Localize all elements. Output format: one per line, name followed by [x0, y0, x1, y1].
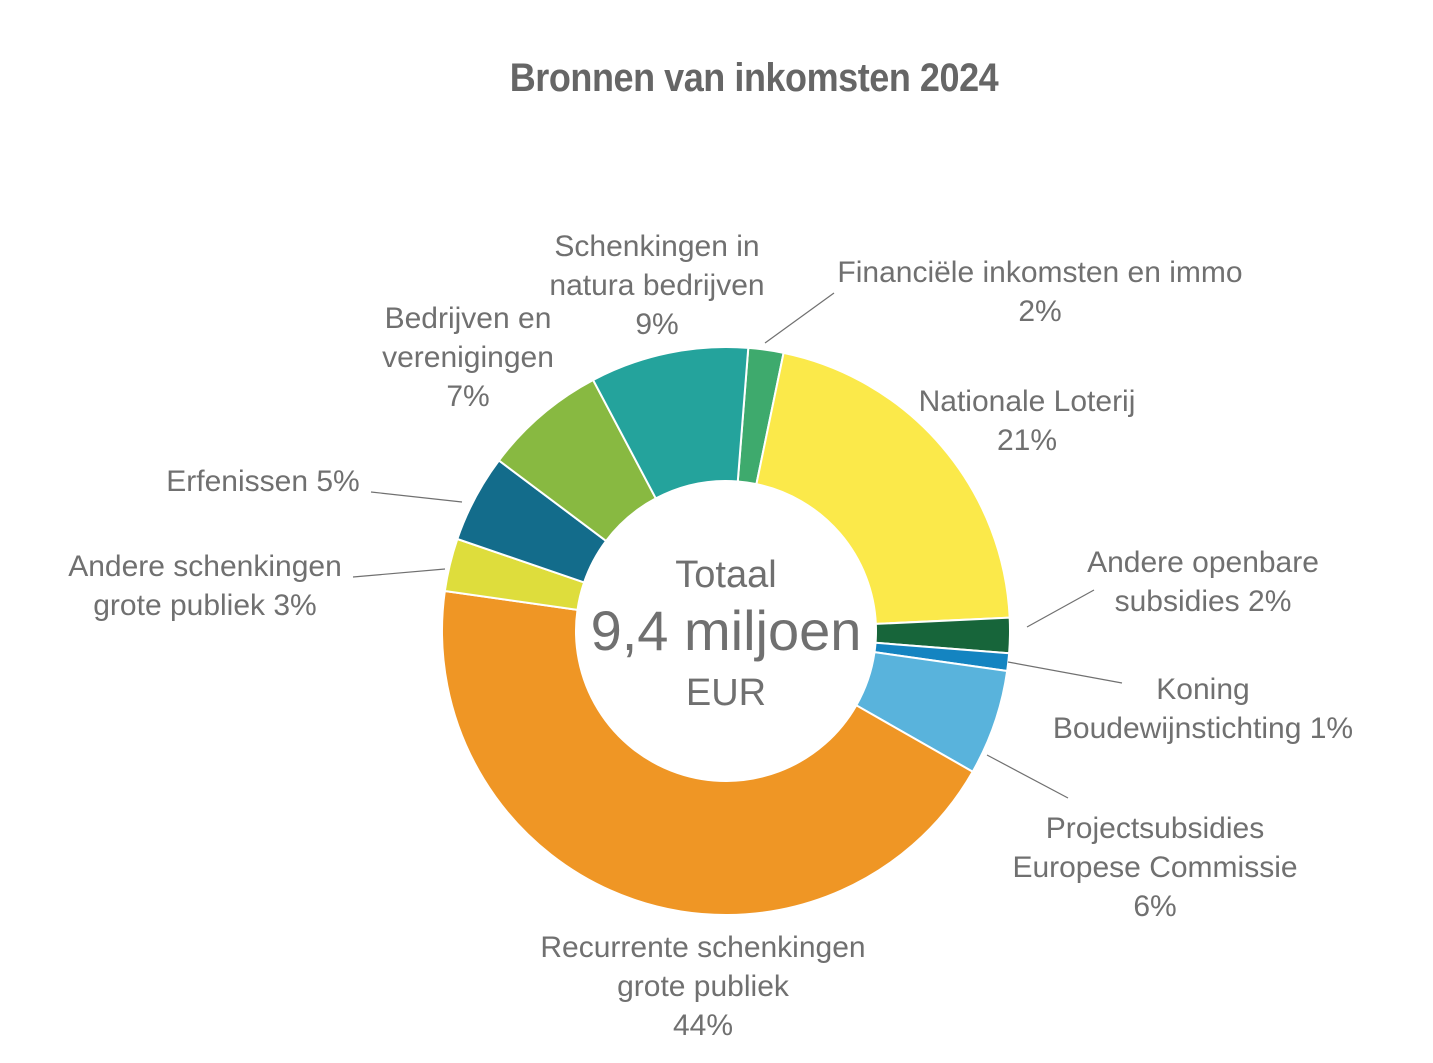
- slice-label-line: grote publiek 3%: [93, 589, 316, 622]
- slice-recurrent: [441, 589, 975, 916]
- slice-label-openbare: Andere openbare subsidies 2%: [1087, 546, 1319, 618]
- leader-line-koning: [1007, 661, 1123, 684]
- slice-label-loterij: Nationale Loterij 21%: [919, 385, 1136, 457]
- donut-slices: [441, 346, 1011, 916]
- slice-label-line: Schenkingen in: [554, 230, 759, 263]
- center-label-line1: Totaal: [675, 554, 776, 596]
- leader-line-project: [986, 754, 1069, 799]
- slice-label-fin: Financiële inkomsten en immo 2%: [837, 256, 1242, 328]
- slice-label-bedrijven: Bedrijven en verenigingen 7%: [382, 302, 554, 413]
- slice-labels: Financiële inkomsten en immo 2% Nationale …: [68, 230, 1353, 1042]
- slice-label-line: Boudewijnstichting 1%: [1053, 712, 1353, 745]
- slice-label-line: verenigingen: [382, 341, 554, 374]
- slice-label-line: subsidies 2%: [1115, 585, 1292, 618]
- center-label-line2: 9,4 miljoen: [591, 599, 862, 662]
- center-label-line3: EUR: [686, 672, 766, 714]
- slice-natura: [591, 346, 750, 500]
- slice-label-koning: Koning Boudewijnstichting 1%: [1053, 673, 1353, 745]
- slice-label-natura: Schenkingen in natura bedrijven 9%: [549, 230, 764, 341]
- slice-label-line: Koning: [1156, 673, 1249, 706]
- leader-line-openbare: [1026, 589, 1095, 628]
- slice-label-line: Projectsubsidies: [1046, 812, 1264, 845]
- slice-label-line: Bedrijven en: [385, 302, 552, 335]
- slice-label-project: Projectsubsidies Europese Commissie 6%: [1012, 812, 1297, 923]
- slice-label-erfenissen: Erfenissen 5%: [166, 465, 359, 498]
- leader-lines: [352, 292, 1123, 799]
- slice-label-recurrent: Recurrente schenkingen grote publiek 44%: [540, 931, 865, 1042]
- slice-label-line: 2%: [1018, 295, 1061, 328]
- slice-label-line: Andere openbare: [1087, 546, 1319, 579]
- center-label: Totaal 9,4 miljoen EUR: [591, 554, 862, 714]
- slice-label-line: Recurrente schenkingen: [540, 931, 865, 964]
- slice-label-line: Erfenissen 5%: [166, 465, 359, 498]
- slice-label-line: 44%: [673, 1009, 733, 1042]
- leader-line-andere: [352, 568, 446, 578]
- leader-line-erfenissen: [370, 491, 463, 503]
- slice-label-line: Andere schenkingen: [68, 550, 342, 583]
- slice-loterij: [755, 351, 1011, 625]
- chart-title: Bronnen van inkomsten 2024: [509, 56, 999, 100]
- slice-label-andere: Andere schenkingen grote publiek 3%: [68, 550, 342, 622]
- slice-label-line: Europese Commissie: [1012, 851, 1297, 884]
- slice-label-line: 7%: [446, 380, 489, 413]
- slice-label-line: 6%: [1133, 890, 1176, 923]
- leader-line-fin: [764, 292, 835, 344]
- slice-label-line: grote publiek: [617, 970, 790, 1003]
- slice-label-line: natura bedrijven: [549, 269, 764, 302]
- slice-label-line: 21%: [997, 424, 1057, 457]
- slice-label-line: Nationale Loterij: [919, 385, 1136, 418]
- slice-label-line: 9%: [635, 308, 678, 341]
- slice-label-line: Financiële inkomsten en immo: [837, 256, 1242, 289]
